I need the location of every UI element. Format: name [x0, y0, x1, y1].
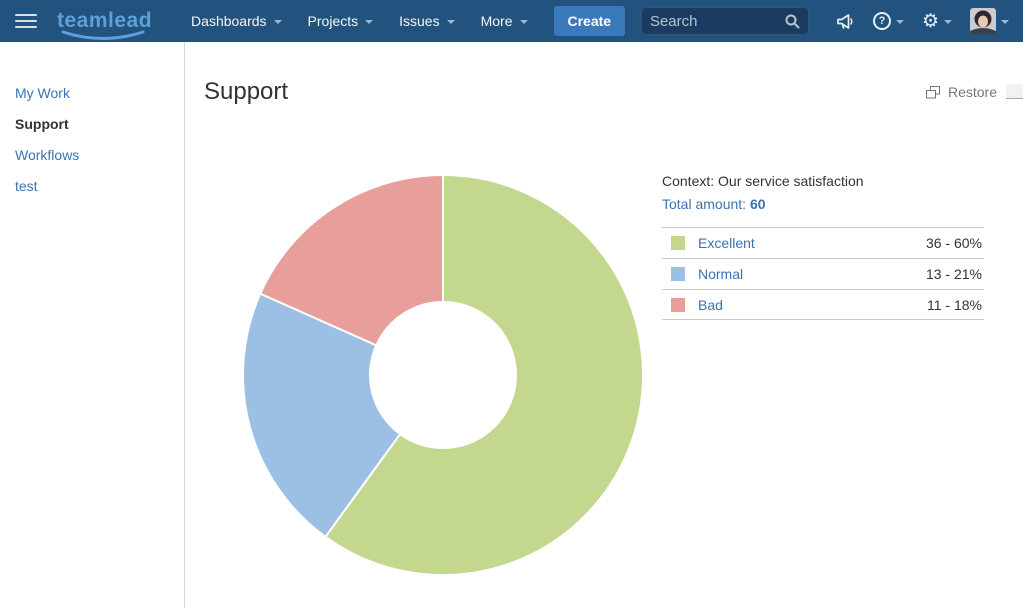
normal-swatch — [671, 267, 685, 281]
legend-label[interactable]: Normal — [698, 266, 744, 282]
help-icon: ? — [872, 12, 891, 30]
gear-icon: ⚙ — [921, 10, 939, 32]
avatar — [970, 8, 996, 34]
search-box[interactable] — [640, 7, 809, 35]
chevron-down-icon — [519, 20, 528, 24]
legend-value: 11 - 18% — [927, 296, 982, 313]
nav-more-label: More — [480, 13, 513, 29]
settings-menu[interactable]: ⚙ — [913, 12, 961, 31]
legend-row-bad[interactable]: Bad 11 - 18% — [662, 289, 984, 320]
legend-value: 36 - 60% — [925, 235, 982, 251]
logo[interactable]: teamlead — [57, 9, 153, 40]
total-amount-value: 60 — [749, 196, 766, 212]
donut-chart — [238, 170, 648, 580]
page-title: Support — [204, 78, 289, 105]
restore-icon — [925, 85, 940, 98]
logo-text: teamlead — [57, 9, 153, 32]
chart-legend: Context: Our service satisfaction Total … — [662, 173, 984, 320]
nav-dashboards[interactable]: Dashboards — [178, 0, 295, 42]
nav-issues-label: Issues — [399, 13, 440, 29]
donut-slice-excellent[interactable] — [324, 173, 644, 576]
chevron-down-icon — [446, 20, 455, 24]
search-input[interactable] — [649, 12, 784, 30]
sidebar-item-test[interactable]: test — [15, 178, 38, 194]
donut-chart-svg — [242, 173, 644, 576]
excellent-swatch — [671, 236, 685, 250]
sidebar-item-support[interactable]: Support — [15, 116, 69, 132]
total-amount-text: Total amount: — [662, 196, 747, 212]
nav-more[interactable]: More — [468, 0, 541, 42]
donut-slice-normal[interactable] — [242, 292, 402, 539]
chevron-down-icon — [273, 20, 282, 24]
nav-issues[interactable]: Issues — [386, 0, 467, 42]
chevron-down-icon — [895, 20, 904, 24]
chart-context-label: Context: Our service satisfaction — [662, 173, 864, 189]
chevron-down-icon — [944, 20, 952, 24]
restore-button[interactable]: Restore — [925, 84, 997, 100]
legend-label[interactable]: Bad — [698, 296, 723, 313]
main-content: Support Restore Context: Our service sat… — [185, 42, 1023, 608]
top-navbar: teamlead Dashboards Projects Issues More… — [0, 0, 1023, 42]
legend-row-normal[interactable]: Normal 13 - 21% — [662, 258, 984, 289]
legend-row-excellent[interactable]: Excellent 36 - 60% — [662, 227, 984, 258]
nav-projects[interactable]: Projects — [295, 0, 387, 42]
page-body: My Work Support Workflows test Support R… — [0, 42, 1023, 608]
sidebar-item-my-work[interactable]: My Work — [15, 85, 70, 101]
logo-swoosh-icon — [61, 30, 145, 40]
help-menu[interactable]: ? — [864, 12, 913, 30]
main-header: Support Restore — [185, 42, 1023, 106]
nav-projects-label: Projects — [307, 13, 359, 29]
scrollbar[interactable] — [1006, 84, 1023, 99]
megaphone-icon — [837, 14, 853, 29]
donut-slice-bad[interactable] — [258, 173, 444, 347]
search-icon[interactable] — [784, 13, 800, 29]
restore-label: Restore — [947, 84, 997, 100]
chart-total-label: Total amount: 60 — [662, 196, 984, 212]
sidebar: My Work Support Workflows test — [0, 42, 185, 608]
bad-swatch — [671, 297, 685, 312]
hamburger-icon[interactable] — [15, 14, 37, 28]
user-menu[interactable] — [961, 8, 1011, 34]
sidebar-item-workflows[interactable]: Workflows — [15, 147, 80, 163]
announcements-button[interactable] — [826, 11, 864, 31]
legend-label[interactable]: Excellent — [698, 235, 755, 251]
legend-table: Excellent 36 - 60% Normal 13 - 21% Bad 1… — [662, 227, 984, 320]
nav-dashboards-label: Dashboards — [191, 13, 267, 29]
legend-value: 13 - 21% — [925, 266, 982, 282]
chevron-down-icon — [365, 20, 374, 24]
chevron-down-icon — [1001, 20, 1009, 24]
create-button[interactable]: Create — [553, 6, 626, 36]
